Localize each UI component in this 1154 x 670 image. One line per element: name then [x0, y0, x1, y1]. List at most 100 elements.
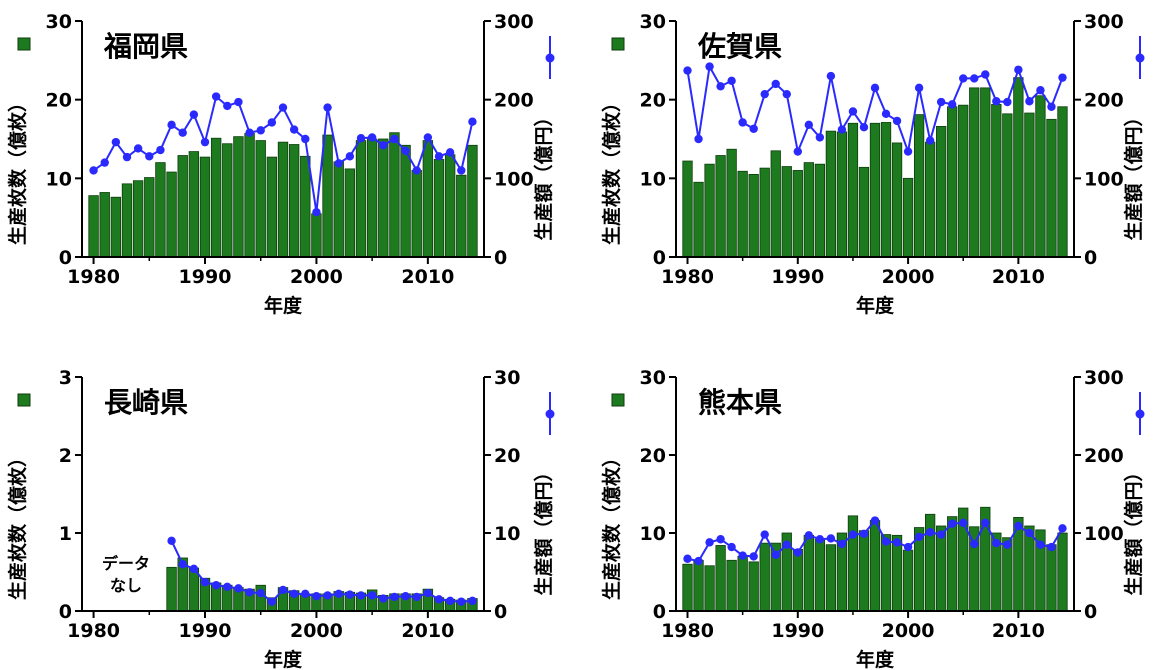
value-point-2009 [412, 592, 421, 602]
right-tick-label: 300 [1084, 11, 1124, 33]
bar-1989 [781, 166, 792, 258]
bar-1997 [869, 520, 881, 612]
bar-1982 [704, 163, 715, 258]
value-point-2005 [959, 518, 968, 528]
bar-1998 [288, 144, 300, 258]
bar-1980 [682, 563, 693, 612]
value-point-1994 [837, 125, 847, 134]
value-point-1982 [705, 538, 714, 547]
value-point-1986 [156, 145, 165, 155]
value-point-1990 [200, 577, 210, 587]
x-tick-label: 1980 [661, 266, 714, 288]
bar-legend-swatch [611, 393, 625, 407]
no-data-annotation: データ [102, 554, 150, 573]
value-point-2013 [457, 166, 466, 175]
bar-1984 [132, 180, 144, 258]
value-point-1989 [782, 540, 791, 549]
value-point-1995 [848, 530, 858, 539]
value-point-2003 [345, 590, 355, 599]
value-point-1994 [837, 539, 847, 549]
value-point-1990 [793, 147, 802, 156]
bar-1996 [858, 166, 870, 258]
x-tick-label: 2000 [882, 266, 935, 288]
value-point-2008 [401, 591, 410, 601]
right-axis-label: 生産額（億円） [532, 462, 555, 595]
value-point-2012 [1036, 86, 1045, 95]
left-tick-label: 20 [640, 90, 666, 112]
x-axis-label: 年度 [264, 648, 303, 670]
left-tick-label: 0 [59, 601, 72, 623]
value-point-2006 [970, 539, 979, 549]
value-point-2009 [1003, 97, 1012, 107]
left-tick-label: 30 [640, 367, 666, 389]
value-point-2005 [367, 591, 377, 600]
bar-1988 [770, 150, 781, 258]
bar-2003 [344, 168, 356, 258]
x-tick-label: 2000 [290, 620, 343, 642]
bar-2008 [400, 144, 411, 258]
bar-1987 [759, 167, 770, 258]
value-point-1986 [749, 124, 758, 133]
bar-1985 [144, 177, 155, 258]
value-point-2001 [914, 532, 924, 542]
value-point-1993 [826, 534, 836, 543]
x-tick-label: 2000 [882, 620, 935, 642]
value-point-1991 [804, 531, 814, 540]
value-point-1989 [782, 89, 791, 99]
value-point-2005 [959, 74, 968, 83]
bar-1984 [726, 559, 737, 612]
value-point-2006 [379, 594, 388, 603]
x-tick-label: 1990 [179, 620, 232, 642]
bar-2013 [1046, 544, 1057, 612]
bar-2002 [925, 141, 936, 258]
bar-2004 [947, 516, 958, 612]
right-tick-label: 20 [494, 445, 520, 467]
value-point-1988 [178, 128, 187, 137]
value-point-2014 [1058, 73, 1067, 82]
chart-title: 長崎県 [104, 386, 188, 419]
right-tick-label: 100 [494, 168, 534, 190]
left-tick-label: 0 [59, 247, 72, 269]
left-tick-label: 2 [59, 445, 72, 467]
value-point-2013 [457, 597, 466, 606]
bar-1997 [869, 122, 881, 258]
value-point-1995 [256, 588, 265, 598]
bar-1986 [748, 561, 759, 612]
bar-1989 [188, 151, 200, 258]
bar-2011 [1024, 525, 1035, 612]
chart-title: 佐賀県 [697, 30, 782, 63]
value-point-1995 [256, 126, 265, 135]
x-tick-label: 1990 [179, 266, 232, 288]
bar-1999 [891, 142, 903, 258]
value-point-1998 [881, 109, 891, 119]
bar-2002 [333, 161, 344, 258]
value-point-2009 [1003, 540, 1012, 549]
value-point-2002 [334, 159, 343, 168]
value-point-2000 [903, 542, 913, 552]
bar-2013 [1046, 118, 1057, 258]
left-axis-label: 生産枚数（億枚） [600, 448, 623, 600]
value-point-1992 [223, 101, 232, 111]
bar-2005 [958, 104, 969, 258]
bar-legend-swatch [17, 393, 31, 407]
right-tick-label: 200 [494, 90, 534, 112]
bar-1998 [880, 534, 892, 612]
bar-2011 [433, 159, 445, 258]
bar-2014 [1057, 106, 1068, 258]
no-data-annotation: なし [110, 576, 142, 595]
bar-1982 [110, 196, 122, 258]
bar-2012 [1035, 95, 1046, 258]
value-point-2006 [379, 141, 388, 150]
x-tick-label: 1980 [67, 266, 120, 288]
value-point-1984 [133, 144, 143, 153]
right-tick-label: 0 [1084, 247, 1097, 269]
line-legend-dot [545, 409, 555, 419]
x-tick-label: 2010 [992, 266, 1045, 288]
value-point-1999 [301, 589, 310, 599]
bar-1990 [792, 548, 803, 612]
left-tick-label: 20 [640, 445, 666, 467]
value-point-2010 [1014, 521, 1023, 531]
x-tick-label: 2000 [290, 266, 343, 288]
